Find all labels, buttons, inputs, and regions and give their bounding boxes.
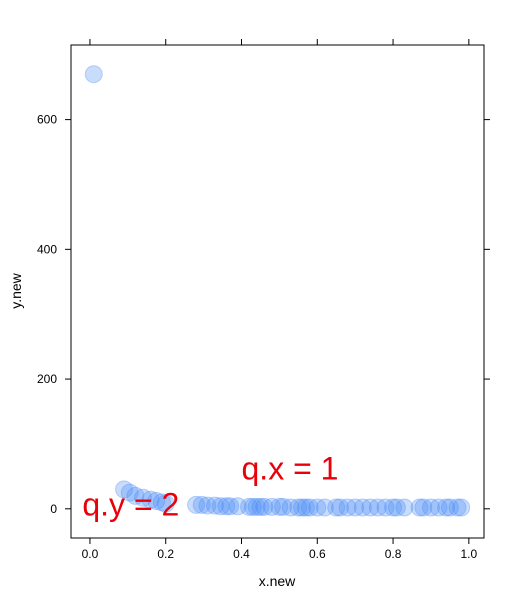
data-point <box>452 498 471 517</box>
x-tick-label: 0.4 <box>233 547 250 561</box>
x-axis-title: x.new <box>259 573 296 589</box>
data-point <box>240 497 259 516</box>
x-tick-label: 0.6 <box>309 547 326 561</box>
data-point <box>300 498 319 517</box>
data-point <box>274 497 293 516</box>
data-point <box>152 493 171 512</box>
data-point <box>346 498 365 517</box>
y-tick-label: 0 <box>50 502 57 516</box>
data-point <box>255 497 274 516</box>
data-point <box>289 498 308 517</box>
data-point <box>353 498 372 517</box>
data-point <box>315 498 334 517</box>
data-point <box>361 498 380 517</box>
data-point <box>147 492 166 511</box>
y-tick-label: 400 <box>37 242 57 256</box>
x-tick-label: 0.2 <box>157 547 174 561</box>
data-point <box>192 495 211 514</box>
annotation-label: q.y = 2 <box>82 486 179 522</box>
data-point <box>384 498 403 517</box>
data-point <box>228 497 247 516</box>
data-point <box>338 498 357 517</box>
data-point <box>281 498 300 517</box>
data-point <box>141 490 160 509</box>
data-point <box>84 65 103 84</box>
data-point <box>187 495 206 514</box>
data-point <box>440 498 459 517</box>
data-point <box>429 498 448 517</box>
data-point <box>247 497 266 516</box>
data-point <box>308 498 327 517</box>
y-tick-label: 600 <box>37 113 57 127</box>
data-point <box>251 497 270 516</box>
data-point <box>217 497 236 516</box>
data-point <box>293 498 312 517</box>
data-points <box>84 65 471 517</box>
data-point <box>395 498 414 517</box>
data-point <box>421 498 440 517</box>
x-tick-label: 0.8 <box>385 547 402 561</box>
data-point <box>205 496 224 515</box>
y-tick-label: 200 <box>37 372 57 386</box>
annotation-label: q.x = 1 <box>242 451 339 487</box>
data-point <box>126 486 145 505</box>
plot-frame <box>70 44 485 539</box>
data-point <box>387 498 406 517</box>
data-point <box>221 497 240 516</box>
data-point <box>270 497 289 516</box>
data-point <box>448 498 467 517</box>
data-point <box>368 498 387 517</box>
data-point <box>376 498 395 517</box>
data-point <box>156 494 175 513</box>
data-point <box>211 497 230 516</box>
data-point <box>243 497 262 516</box>
x-tick-label: 1.0 <box>461 547 478 561</box>
axis-ticks: 0.0 0.2 0.4 0.6 0.8 1.0 0 200 400 600 <box>37 39 490 561</box>
data-point <box>198 496 217 515</box>
data-point <box>262 497 281 516</box>
y-axis-title: y.new <box>8 272 24 308</box>
data-point <box>327 498 346 517</box>
data-point <box>331 498 350 517</box>
data-point <box>296 498 315 517</box>
x-tick-label: 0.0 <box>82 547 99 561</box>
data-point <box>414 498 433 517</box>
annotations: q.x = 1 q.y = 2 <box>82 451 338 523</box>
data-point <box>437 498 456 517</box>
data-point <box>133 488 152 507</box>
data-point <box>120 483 139 502</box>
data-point <box>410 498 429 517</box>
data-point <box>115 480 134 499</box>
